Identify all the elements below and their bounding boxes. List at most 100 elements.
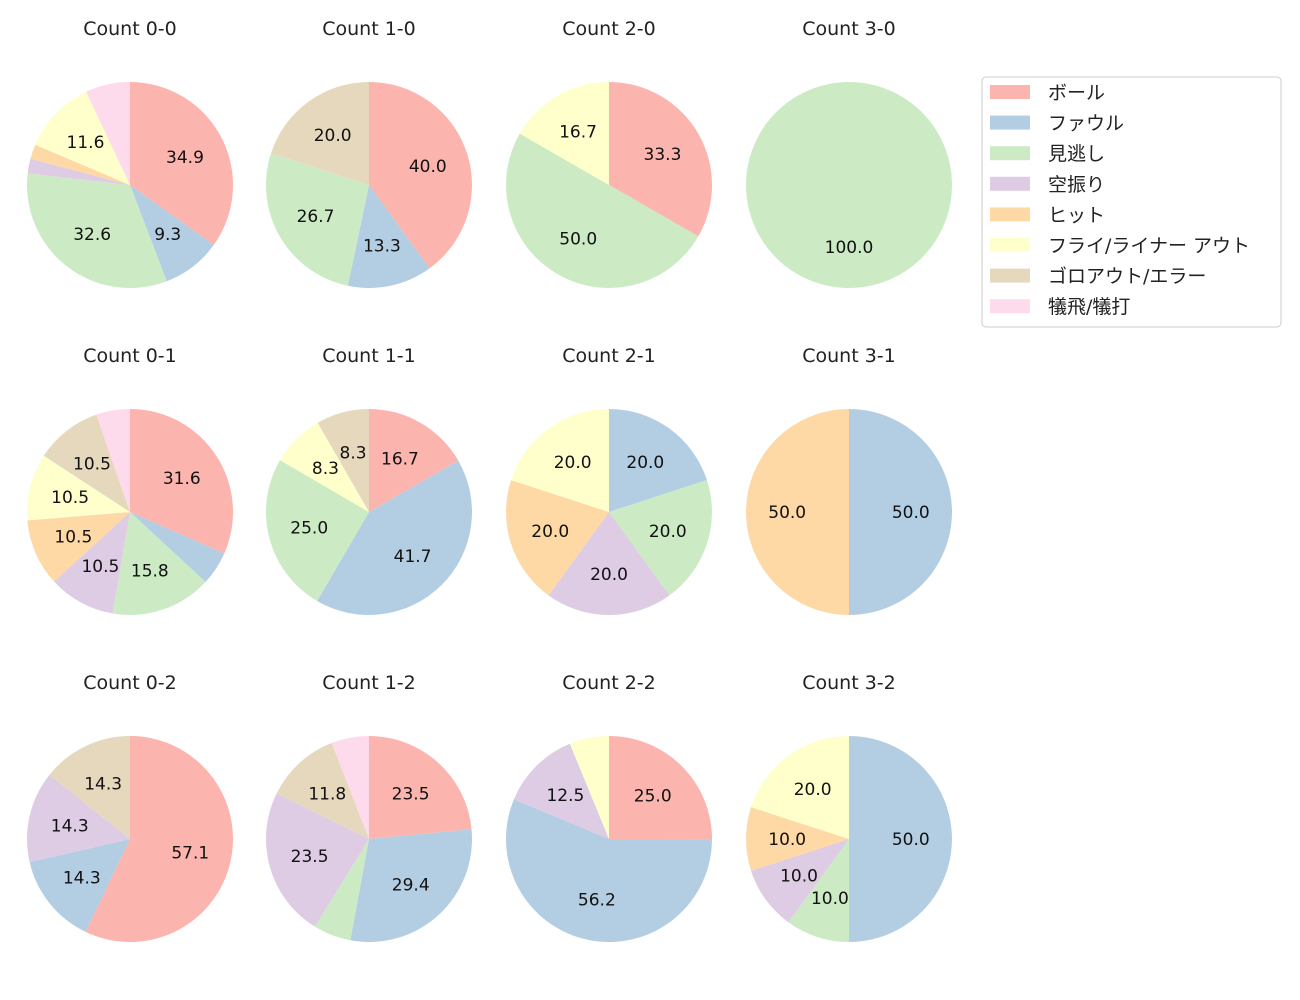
pie-slice-1 xyxy=(347,185,430,288)
pie-title: Count 0-2 xyxy=(83,672,177,694)
pie-title: Count 3-0 xyxy=(802,18,896,40)
legend-swatch-5 xyxy=(990,238,1030,252)
pie-label: 26.7 xyxy=(297,207,335,227)
pie-label: 10.0 xyxy=(780,866,818,886)
pie-slice-5 xyxy=(569,736,609,839)
legend-label-6: ゴロアウト/エラー xyxy=(1048,266,1206,288)
pie-slice-0 xyxy=(85,736,234,942)
pie-label: 20.0 xyxy=(554,453,592,473)
pie-slice-1 xyxy=(609,409,707,512)
legend-swatch-7 xyxy=(990,299,1030,314)
pie-label: 9.3 xyxy=(154,225,181,245)
pie-slice-7 xyxy=(86,82,130,185)
pie-label: 100.0 xyxy=(825,238,874,258)
pie-slice-7 xyxy=(331,736,369,839)
pie-label: 12.5 xyxy=(546,786,584,806)
legend-label-4: ヒット xyxy=(1048,204,1105,226)
pie-label: 8.3 xyxy=(340,443,367,463)
pie-slice-0 xyxy=(609,82,712,237)
pie-title: Count 2-1 xyxy=(562,345,656,367)
pie-slice-2 xyxy=(746,82,952,288)
pie-slice-3 xyxy=(266,793,369,927)
pie-slice-6 xyxy=(276,742,369,839)
legend-label-3: 空振り xyxy=(1048,174,1105,196)
pie-slice-6 xyxy=(271,82,369,185)
pie-label: 14.3 xyxy=(51,816,89,836)
pie-slice-5 xyxy=(35,91,130,185)
pie-title: Count 3-2 xyxy=(802,672,896,694)
legend-swatch-0 xyxy=(990,85,1030,99)
pie-slice-5 xyxy=(27,455,131,521)
pie-title: Count 1-2 xyxy=(322,672,416,694)
pie-slice-0 xyxy=(609,736,712,840)
pie-label: 13.3 xyxy=(363,236,401,256)
pie-slice-3 xyxy=(513,743,609,839)
pie-slice-0 xyxy=(130,409,233,554)
pie-title: Count 3-1 xyxy=(802,345,896,367)
pie-slice-0 xyxy=(369,736,472,839)
pie-title: Count 0-0 xyxy=(83,18,177,40)
legend-swatch-3 xyxy=(990,176,1030,191)
pie-slice-2 xyxy=(112,512,206,616)
pie-slice-2 xyxy=(27,173,167,288)
pie-label: 10.5 xyxy=(73,454,111,474)
pie-label: 20.0 xyxy=(590,565,628,585)
legend-label-7: 犠飛/犠打 xyxy=(1048,296,1130,318)
pie-slice-4 xyxy=(746,807,849,871)
pie-label: 10.5 xyxy=(54,528,92,548)
pie-slice-4 xyxy=(506,480,609,596)
pie-title: Count 2-2 xyxy=(562,672,656,694)
pie-label: 10.0 xyxy=(768,830,806,850)
pie-slice-0 xyxy=(130,82,233,246)
pie-title: Count 2-0 xyxy=(562,18,656,40)
pie-slice-3 xyxy=(54,512,130,614)
pie-slice-4 xyxy=(746,409,849,615)
pie-title: Count 0-1 xyxy=(83,345,177,367)
legend-label-5: フライ/ライナー アウト xyxy=(1048,235,1250,257)
pie-slice-3 xyxy=(548,512,670,615)
pie-label: 40.0 xyxy=(409,157,447,177)
pie-label: 25.0 xyxy=(634,786,672,806)
pie-label: 8.3 xyxy=(312,459,339,479)
pie-slice-7 xyxy=(96,409,130,512)
legend-swatch-6 xyxy=(990,268,1030,283)
pie-label: 57.1 xyxy=(171,844,209,864)
pie-slice-5 xyxy=(511,409,609,512)
pie-label: 23.5 xyxy=(291,847,329,867)
pie-slice-2 xyxy=(609,480,712,596)
pie-slice-1 xyxy=(29,839,130,932)
pie-label: 20.0 xyxy=(314,126,352,146)
pie-label: 34.9 xyxy=(166,148,204,168)
pie-label: 14.3 xyxy=(84,774,122,794)
pie-slice-2 xyxy=(788,839,849,942)
pie-slice-4 xyxy=(30,144,130,185)
pie-label: 23.5 xyxy=(392,784,430,804)
legend-label-1: ファウル xyxy=(1048,113,1124,135)
pie-label: 15.8 xyxy=(131,562,169,582)
pie-label: 29.4 xyxy=(392,876,430,896)
pie-slice-1 xyxy=(317,460,472,615)
pie-slice-2 xyxy=(314,839,369,941)
pie-label: 16.7 xyxy=(559,123,597,143)
pie-slice-1 xyxy=(130,512,225,583)
pie-slice-2 xyxy=(266,153,369,286)
pie-slice-1 xyxy=(130,185,214,282)
pie-label: 11.6 xyxy=(67,133,105,153)
pie-slice-6 xyxy=(49,736,131,839)
pie-slice-5 xyxy=(280,422,369,512)
pie-label: 20.0 xyxy=(626,453,664,473)
pie-label: 50.0 xyxy=(768,503,806,523)
pie-label: 50.0 xyxy=(892,830,930,850)
pie-slice-6 xyxy=(317,409,369,512)
pie-slice-3 xyxy=(26,774,131,863)
pie-label: 10.0 xyxy=(811,889,849,909)
pie-label: 14.3 xyxy=(63,869,101,889)
pie-slice-3 xyxy=(751,839,849,923)
pie-label: 31.6 xyxy=(163,469,201,489)
pie-slice-0 xyxy=(369,82,472,269)
pie-label: 50.0 xyxy=(892,503,930,523)
legend-label-0: ボール xyxy=(1048,82,1105,104)
pie-label: 32.6 xyxy=(73,225,111,245)
pie-slice-0 xyxy=(369,409,459,512)
legend-swatch-4 xyxy=(990,207,1030,222)
